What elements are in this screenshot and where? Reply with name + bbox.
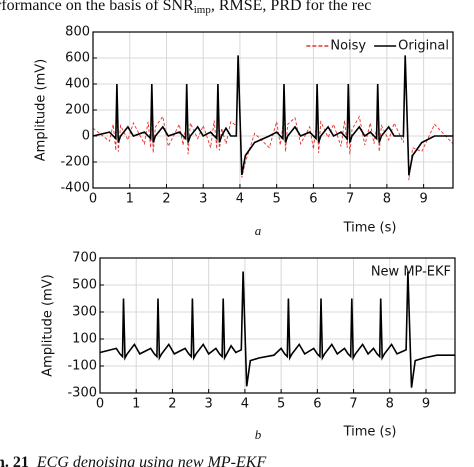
x-tick-label: 2 <box>168 397 176 412</box>
y-tick-label: -400 <box>60 181 90 196</box>
x-tick-label: 1 <box>126 192 134 207</box>
x-tick-label: 6 <box>309 192 317 207</box>
y-tick-label: 600 <box>65 51 90 66</box>
caption: n. 21 ECG denoising using new MP-EKF <box>0 454 266 467</box>
x-axis-label: Time (s) <box>343 221 397 236</box>
header-part: rformance on the basis of SNR <box>0 0 194 14</box>
x-tick-label: 9 <box>422 397 430 412</box>
x-tick-label: 8 <box>383 192 391 207</box>
y-tick-label: -300 <box>67 386 97 401</box>
x-tick-label: 3 <box>205 397 213 412</box>
x-tick-label: 4 <box>241 397 249 412</box>
x-tick-label: 7 <box>346 192 354 207</box>
x-axis-label: Time (s) <box>343 425 397 440</box>
x-tick-label: 4 <box>236 192 244 207</box>
y-tick-label: 500 <box>72 278 97 293</box>
legend-label: Noisy <box>330 39 366 54</box>
header-sub: imp <box>194 4 212 16</box>
y-tick-label: 100 <box>72 332 97 347</box>
x-tick-label: 5 <box>273 192 281 207</box>
y-tick-label: 300 <box>72 305 97 320</box>
x-tick-label: 6 <box>313 397 321 412</box>
y-tick-label: 800 <box>65 25 90 40</box>
plot-frame <box>99 257 456 394</box>
y-axis-label: Amplitude (mV) <box>41 274 56 376</box>
y-tick-label: 0 <box>82 129 90 144</box>
header-part: , RMSE, PRD for the rec <box>211 0 371 14</box>
caption-text: ECG denoising using new MP-EKF <box>36 454 267 467</box>
series-line <box>92 55 453 176</box>
y-tick-label: 400 <box>65 77 90 92</box>
plot-frame <box>92 31 454 189</box>
x-tick-label: 5 <box>277 397 285 412</box>
y-tick-label: 200 <box>65 103 90 118</box>
y-tick-label: -200 <box>60 155 90 170</box>
x-tick-label: 8 <box>386 397 394 412</box>
header-text: rformance on the basis of SNRimp, RMSE, … <box>0 0 371 16</box>
series-line <box>99 271 455 388</box>
x-tick-label: 3 <box>199 192 207 207</box>
x-tick-label: 0 <box>89 192 97 207</box>
y-axis-label: Amplitude (mV) <box>34 59 49 161</box>
legend-label: Original <box>398 39 449 54</box>
x-tick-label: 0 <box>96 397 104 412</box>
y-tick-label: -100 <box>67 359 97 374</box>
caption-number: n. 21 <box>0 454 29 467</box>
x-tick-label: 9 <box>419 192 427 207</box>
y-tick-label: 700 <box>72 251 97 266</box>
x-tick-label: 7 <box>349 397 357 412</box>
x-tick-label: 2 <box>162 192 170 207</box>
legend-label: New MP-EKF <box>371 265 451 280</box>
panel-label: a <box>255 223 262 238</box>
panel-label: b <box>255 427 262 442</box>
x-tick-label: 1 <box>132 397 140 412</box>
